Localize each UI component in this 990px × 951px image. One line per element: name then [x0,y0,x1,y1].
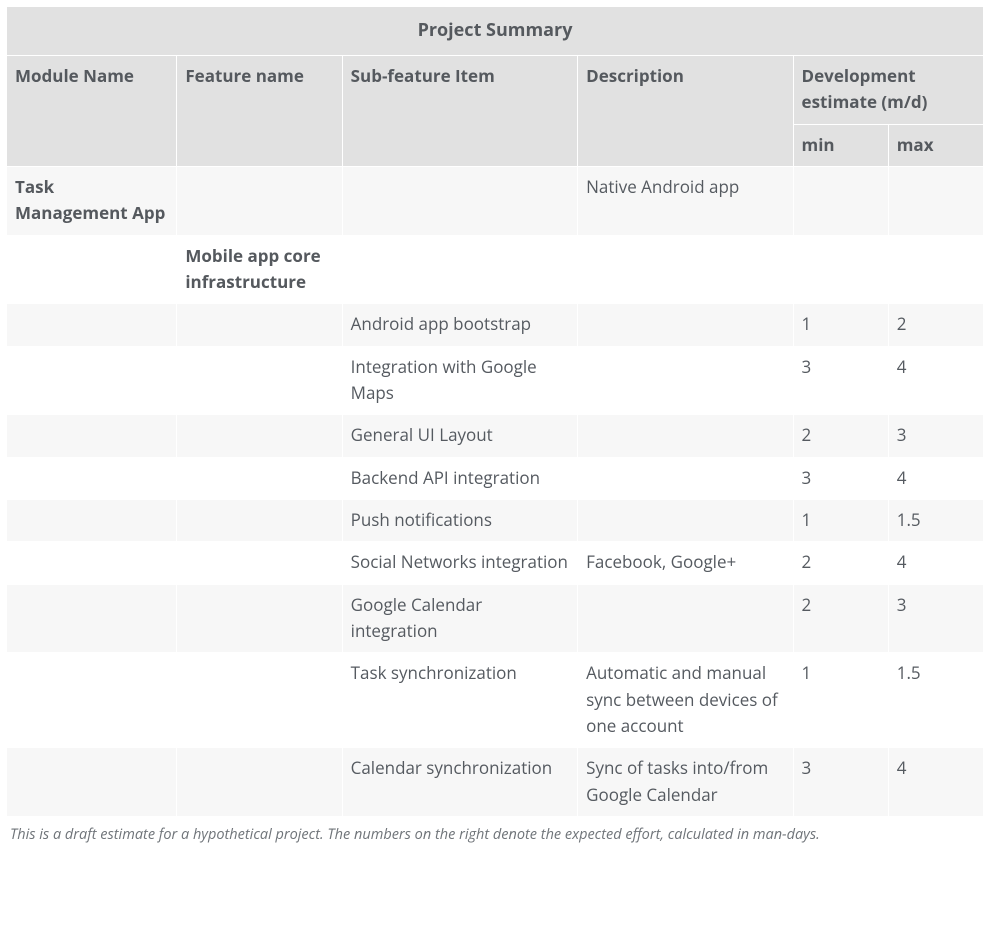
table-row: Mobile app core infrastructure [7,235,984,304]
cell-max: 4 [888,542,983,584]
cell-max: 1.5 [888,500,983,542]
cell-description [578,415,793,457]
cell-module [7,500,177,542]
cell-description: Automatic and manual sync between device… [578,653,793,748]
col-max: max [888,124,983,166]
cell-min: 2 [793,584,888,653]
table-title: Project Summary [7,7,984,56]
cell-min: 3 [793,748,888,817]
cell-subfeature: Calendar synchronization [342,748,577,817]
cell-module [7,653,177,748]
project-summary-table: Project Summary Module Name Feature name… [6,6,984,817]
cell-module [7,748,177,817]
cell-subfeature: Android app bootstrap [342,304,577,346]
cell-subfeature: Push notifications [342,500,577,542]
header-row-1: Module Name Feature name Sub-feature Ite… [7,55,984,124]
cell-description [578,457,793,499]
table-row: Android app bootstrap 12 [7,304,984,346]
cell-subfeature: Integration with Google Maps [342,346,577,415]
cell-feature [177,304,342,346]
cell-module [7,346,177,415]
cell-max: 4 [888,748,983,817]
table-row: General UI Layout 23 [7,415,984,457]
cell-description [578,346,793,415]
table-row: Calendar synchronizationSync of tasks in… [7,748,984,817]
cell-feature: Mobile app core infrastructure [177,235,342,304]
cell-feature [177,542,342,584]
table-caption: This is a draft estimate for a hypotheti… [6,817,984,845]
cell-max: 2 [888,304,983,346]
table-row: Task Management App Native Android app [7,166,984,235]
table-row: Integration with Google Maps 34 [7,346,984,415]
cell-description [578,304,793,346]
table-body: Task Management App Native Android app Mob… [7,166,984,816]
table-row: Task synchronizationAutomatic and manual… [7,653,984,748]
cell-module [7,235,177,304]
title-row: Project Summary [7,7,984,56]
cell-feature [177,653,342,748]
col-module: Module Name [7,55,177,166]
table-row: Google Calendar integration 23 [7,584,984,653]
cell-subfeature: Backend API integration [342,457,577,499]
cell-subfeature: General UI Layout [342,415,577,457]
cell-min: 1 [793,653,888,748]
cell-description: Sync of tasks into/from Google Calendar [578,748,793,817]
cell-max: 4 [888,457,983,499]
col-min: min [793,124,888,166]
cell-max: 4 [888,346,983,415]
page-wrap: Project Summary Module Name Feature name… [0,0,990,857]
cell-description [578,235,793,304]
cell-module [7,415,177,457]
cell-max: 3 [888,415,983,457]
cell-max: 1.5 [888,653,983,748]
cell-subfeature [342,166,577,235]
cell-min: 2 [793,415,888,457]
cell-feature [177,457,342,499]
cell-min: 1 [793,500,888,542]
table-row: Backend API integration 34 [7,457,984,499]
cell-feature [177,166,342,235]
cell-feature [177,346,342,415]
cell-module: Task Management App [7,166,177,235]
cell-min [793,235,888,304]
cell-min: 3 [793,457,888,499]
table-row: Social Networks integrationFacebook, Goo… [7,542,984,584]
col-estimate-group: Development estimate (m/d) [793,55,983,124]
cell-subfeature: Task synchronization [342,653,577,748]
cell-feature [177,748,342,817]
cell-min [793,166,888,235]
cell-description: Facebook, Google+ [578,542,793,584]
cell-description [578,500,793,542]
cell-max [888,235,983,304]
cell-min: 1 [793,304,888,346]
cell-module [7,304,177,346]
table-head: Project Summary Module Name Feature name… [7,7,984,167]
col-feature: Feature name [177,55,342,166]
cell-min: 2 [793,542,888,584]
cell-min: 3 [793,346,888,415]
cell-module [7,584,177,653]
cell-subfeature: Social Networks integration [342,542,577,584]
cell-feature [177,584,342,653]
cell-description: Native Android app [578,166,793,235]
cell-feature [177,500,342,542]
cell-subfeature [342,235,577,304]
cell-max [888,166,983,235]
col-subfeature: Sub-feature Item [342,55,577,166]
cell-module [7,542,177,584]
cell-feature [177,415,342,457]
cell-module [7,457,177,499]
table-row: Push notifications 11.5 [7,500,984,542]
cell-description [578,584,793,653]
cell-subfeature: Google Calendar integration [342,584,577,653]
col-description: Description [578,55,793,166]
cell-max: 3 [888,584,983,653]
